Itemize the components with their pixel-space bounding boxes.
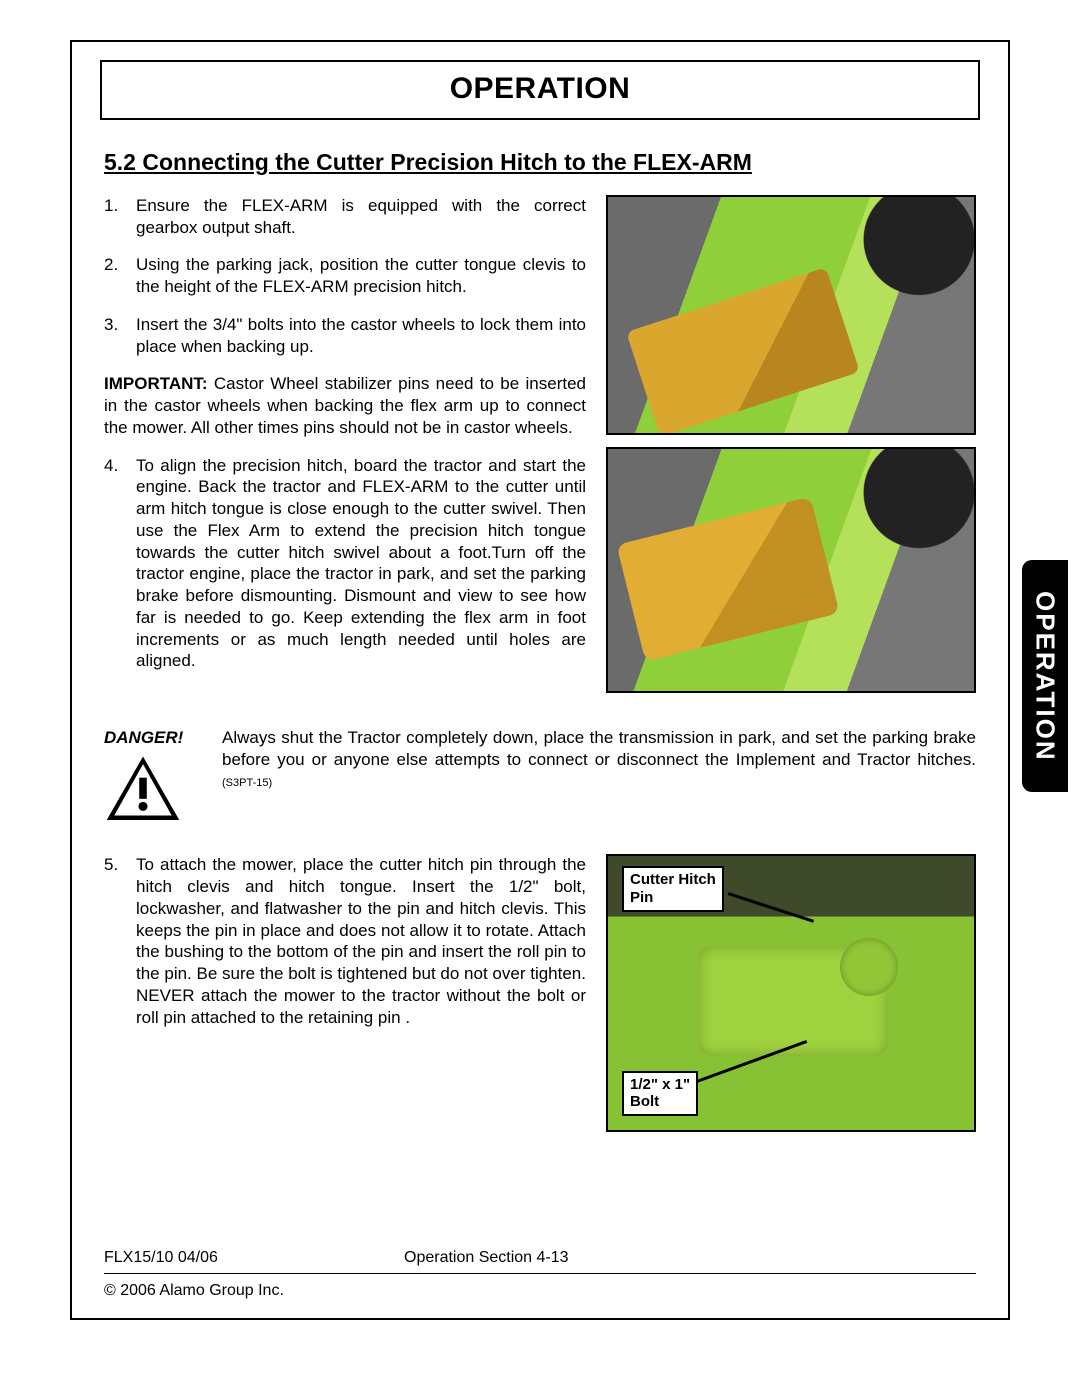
step-5: To attach the mower, place the cutter hi… [104, 854, 586, 1028]
danger-ref: (S3PT-15) [222, 777, 272, 789]
left-column-lower: To attach the mower, place the cutter hi… [104, 854, 586, 1132]
page-footer: FLX15/10 04/06 Operation Section 4-13 © … [104, 1249, 976, 1300]
important-label: IMPORTANT: [104, 374, 208, 393]
lower-content: To attach the mower, place the cutter hi… [104, 854, 976, 1132]
title-box: OPERATION [100, 60, 980, 120]
step-2: Using the parking jack, position the cut… [104, 254, 586, 298]
side-tab-label: OPERATION [1030, 591, 1061, 762]
left-column-upper: Ensure the FLEX-ARM is equipped with the… [104, 195, 586, 693]
warning-triangle-icon [104, 755, 182, 823]
steps-1-3: Ensure the FLEX-ARM is equipped with the… [104, 195, 586, 358]
section-heading: 5.2 Connecting the Cutter Precision Hitc… [104, 148, 976, 177]
photo-1 [606, 195, 976, 435]
footer-section: Operation Section 4-13 [404, 1249, 569, 1267]
danger-left: DANGER! [104, 727, 204, 829]
right-column-lower: Cutter Hitch Pin 1/2" x 1" Bolt [606, 854, 976, 1132]
side-tab-operation: OPERATION [1022, 560, 1068, 792]
step-5-list: To attach the mower, place the cutter hi… [104, 854, 586, 1028]
step-3: Insert the 3/4" bolts into the castor wh… [104, 314, 586, 358]
important-note: IMPORTANT: Castor Wheel stabilizer pins … [104, 373, 586, 438]
photo-2 [606, 447, 976, 693]
callout-bolt: 1/2" x 1" Bolt [622, 1071, 698, 1117]
danger-text: Always shut the Tractor completely down,… [222, 727, 976, 829]
upper-content: Ensure the FLEX-ARM is equipped with the… [104, 195, 976, 693]
danger-label: DANGER! [104, 727, 204, 749]
right-column-upper [606, 195, 976, 693]
photo-3: Cutter Hitch Pin 1/2" x 1" Bolt [606, 854, 976, 1132]
step-4-list: To align the precision hitch, board the … [104, 455, 586, 673]
page-title: OPERATION [102, 72, 978, 106]
footer-doc-id: FLX15/10 04/06 [104, 1249, 404, 1267]
danger-body: Always shut the Tractor completely down,… [222, 728, 976, 769]
footer-copyright: © 2006 Alamo Group Inc. [104, 1282, 976, 1300]
callout-cutter-hitch-pin: Cutter Hitch Pin [622, 866, 724, 912]
step-1: Ensure the FLEX-ARM is equipped with the… [104, 195, 586, 239]
step-4: To align the precision hitch, board the … [104, 455, 586, 673]
danger-block: DANGER! Always shut the Tractor complete… [104, 727, 976, 829]
page-frame: OPERATION 5.2 Connecting the Cutter Prec… [70, 40, 1010, 1320]
